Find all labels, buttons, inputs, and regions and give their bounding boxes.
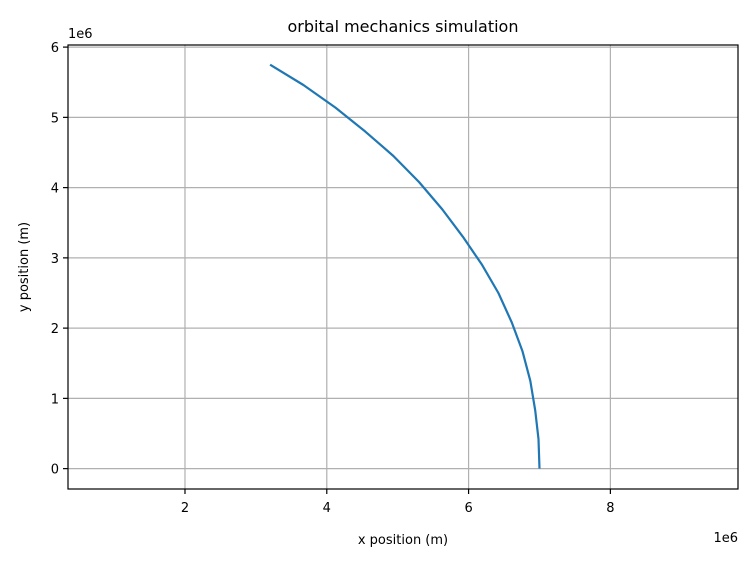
- y-tick-label: 5: [51, 111, 59, 126]
- chart-title: orbital mechanics simulation: [288, 17, 519, 36]
- x-tick-label: 4: [323, 501, 331, 516]
- y-tick-label: 4: [51, 182, 59, 197]
- x-axis-label: x position (m): [358, 533, 448, 548]
- y-tick-label: 3: [51, 252, 59, 267]
- x-tick-label: 6: [464, 501, 472, 516]
- plot-area-frame: [67, 44, 739, 490]
- y-axis-offset-label: 1e6: [68, 27, 93, 42]
- y-tick-label: 6: [51, 41, 59, 56]
- y-tick-label: 0: [51, 463, 59, 478]
- y-axis-label: y position (m): [17, 222, 32, 312]
- y-tick-label: 1: [51, 392, 59, 407]
- x-tick-label: 8: [606, 501, 614, 516]
- series-lines: [269, 63, 541, 469]
- orbit-trajectory-line: [269, 63, 541, 469]
- x-tick-label: 2: [181, 501, 189, 516]
- axis-ticks: 2 4 6 8 0 1 2 3 4 5 6: [51, 41, 615, 516]
- y-tick-label: 2: [51, 322, 59, 337]
- grid-lines: [68, 45, 738, 489]
- x-axis-offset-label: 1e6: [713, 531, 738, 546]
